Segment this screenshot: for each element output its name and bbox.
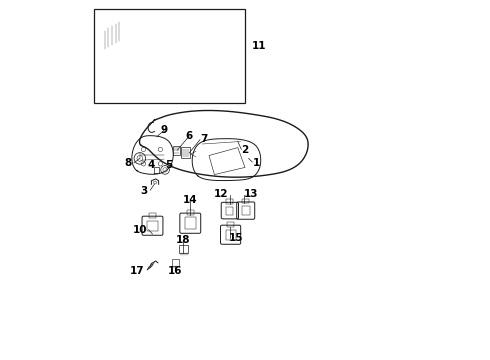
- Bar: [195, 53, 203, 60]
- Text: 5: 5: [165, 159, 172, 170]
- Text: 16: 16: [168, 266, 182, 276]
- Bar: [180, 62, 188, 70]
- Circle shape: [129, 25, 131, 28]
- Bar: [227, 222, 234, 227]
- Circle shape: [135, 25, 138, 28]
- Circle shape: [144, 33, 147, 36]
- Bar: [189, 62, 196, 70]
- Circle shape: [144, 25, 147, 28]
- Bar: [203, 44, 209, 46]
- Text: 3: 3: [141, 186, 148, 196]
- Bar: [225, 230, 236, 240]
- Bar: [183, 44, 191, 51]
- Bar: [226, 207, 233, 215]
- Text: 6: 6: [186, 131, 193, 141]
- Text: 12: 12: [214, 189, 228, 199]
- Bar: [186, 53, 194, 60]
- Bar: [203, 35, 209, 37]
- Bar: [174, 44, 181, 51]
- Text: 11: 11: [252, 41, 267, 51]
- Circle shape: [135, 33, 138, 36]
- Text: 2: 2: [242, 145, 248, 155]
- Bar: [242, 199, 249, 203]
- Text: 9: 9: [160, 125, 168, 135]
- Bar: [170, 62, 177, 70]
- Bar: [172, 259, 179, 266]
- Bar: [163, 44, 171, 51]
- Bar: [94, 9, 245, 103]
- Text: 10: 10: [133, 225, 147, 235]
- Bar: [203, 40, 209, 42]
- Bar: [203, 54, 209, 56]
- Text: 18: 18: [176, 235, 190, 246]
- Bar: [149, 213, 156, 217]
- Bar: [198, 62, 206, 70]
- Bar: [181, 147, 190, 158]
- Bar: [226, 199, 233, 204]
- Bar: [167, 53, 174, 60]
- Circle shape: [135, 29, 138, 32]
- Bar: [192, 44, 199, 51]
- Text: 13: 13: [244, 189, 258, 199]
- Bar: [203, 49, 209, 51]
- Circle shape: [139, 33, 142, 36]
- Circle shape: [129, 33, 131, 36]
- Bar: [177, 53, 185, 60]
- Circle shape: [139, 25, 142, 28]
- Bar: [147, 220, 158, 231]
- Text: 7: 7: [200, 134, 207, 144]
- Text: 14: 14: [183, 195, 197, 205]
- Bar: [179, 245, 189, 253]
- Circle shape: [139, 29, 142, 32]
- Bar: [242, 206, 250, 215]
- Text: 17: 17: [130, 266, 145, 276]
- Circle shape: [144, 29, 147, 32]
- Text: 15: 15: [229, 233, 244, 243]
- Text: 1: 1: [253, 158, 260, 168]
- Text: 4: 4: [147, 159, 155, 170]
- Bar: [185, 217, 196, 229]
- Text: 8: 8: [125, 158, 132, 168]
- Circle shape: [129, 29, 131, 32]
- Bar: [187, 210, 194, 215]
- Bar: [173, 146, 180, 155]
